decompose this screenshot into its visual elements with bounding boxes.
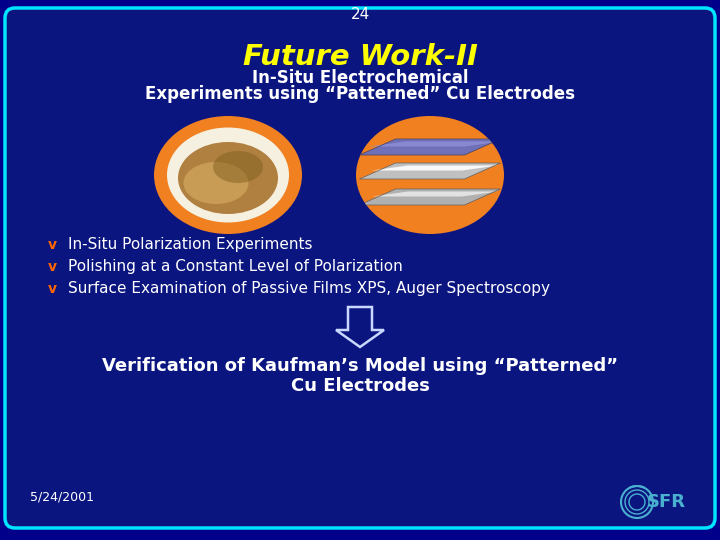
- Ellipse shape: [356, 116, 504, 234]
- Text: Experiments using “Patterned” Cu Electrodes: Experiments using “Patterned” Cu Electro…: [145, 85, 575, 103]
- Text: v: v: [48, 238, 56, 252]
- Ellipse shape: [167, 127, 289, 222]
- Ellipse shape: [178, 142, 278, 214]
- Polygon shape: [359, 189, 500, 205]
- Polygon shape: [359, 163, 500, 179]
- Text: v: v: [48, 282, 56, 296]
- Polygon shape: [369, 141, 500, 146]
- Text: Cu Electrodes: Cu Electrodes: [291, 377, 429, 395]
- Ellipse shape: [184, 162, 248, 204]
- Ellipse shape: [154, 116, 302, 234]
- Text: In-Situ Electrochemical: In-Situ Electrochemical: [252, 69, 468, 87]
- Text: 5/24/2001: 5/24/2001: [30, 491, 94, 504]
- Polygon shape: [372, 192, 498, 197]
- Polygon shape: [372, 165, 498, 171]
- Text: v: v: [48, 260, 56, 274]
- Text: Verification of Kaufman’s Model using “Patterned”: Verification of Kaufman’s Model using “P…: [102, 357, 618, 375]
- Text: Polishing at a Constant Level of Polarization: Polishing at a Constant Level of Polariz…: [68, 260, 402, 274]
- Ellipse shape: [213, 151, 263, 183]
- Text: Surface Examination of Passive Films XPS, Auger Spectroscopy: Surface Examination of Passive Films XPS…: [68, 281, 550, 296]
- Text: SFR: SFR: [647, 493, 686, 511]
- Text: 24: 24: [351, 7, 369, 22]
- Polygon shape: [359, 139, 500, 155]
- Text: Future Work-II: Future Work-II: [243, 43, 477, 71]
- Text: In-Situ Polarization Experiments: In-Situ Polarization Experiments: [68, 238, 312, 253]
- FancyBboxPatch shape: [5, 8, 715, 528]
